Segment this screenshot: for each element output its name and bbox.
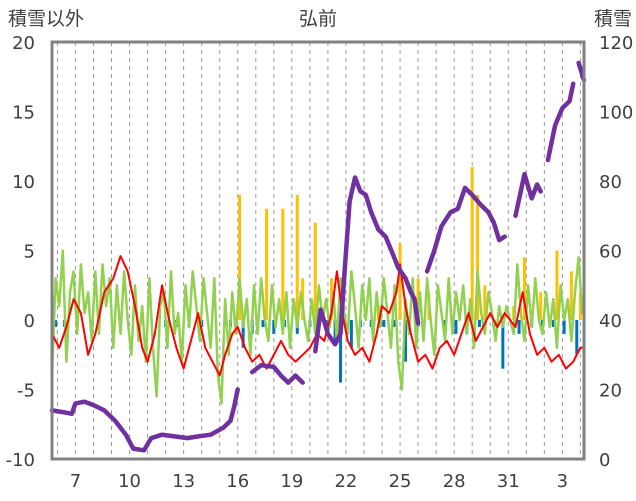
- sunshine-bar: [54, 320, 58, 327]
- precipitation-bar: [470, 167, 474, 320]
- sunshine-bar: [575, 320, 579, 355]
- right-tick-label: 80: [599, 172, 622, 193]
- snow-depth-line: [424, 185, 507, 274]
- precipitation-bar: [295, 194, 299, 320]
- left-tick-label: 0: [24, 311, 35, 332]
- sunshine-bar: [454, 320, 458, 334]
- left-tick-label: 20: [12, 33, 35, 54]
- vertical-gridlines: [56, 42, 581, 459]
- precipitation-bar: [569, 271, 573, 320]
- left-tick-label: 10: [12, 172, 35, 193]
- snow-depth-line: [513, 171, 543, 218]
- sunshine-bar: [551, 320, 555, 327]
- sunshine-bar: [382, 320, 386, 327]
- precipitation-bar: [313, 222, 317, 320]
- temperature-line: [51, 255, 584, 377]
- snow-depth-series: [49, 60, 587, 453]
- precipitation-bar: [416, 278, 420, 320]
- precipitation-bar: [398, 243, 402, 320]
- right-tick-label: 120: [599, 33, 633, 54]
- precipitation-bar: [522, 257, 526, 320]
- sunshine-bar: [339, 320, 343, 383]
- x-tick-label: 7: [70, 471, 81, 492]
- precipitation-bar: [476, 194, 480, 320]
- x-tick-label: 16: [226, 471, 249, 492]
- precipitation-bar: [578, 292, 582, 320]
- x-tick-label: 10: [118, 471, 141, 492]
- sunshine-bar: [403, 320, 407, 362]
- right-axis-title: 積雪: [594, 8, 632, 30]
- precipitation-bar: [265, 208, 269, 320]
- temperature-series: [51, 255, 584, 377]
- x-tick-label: 13: [172, 471, 195, 492]
- right-y-ticks: 120 100 80 60 40 20 0: [599, 33, 633, 471]
- snow-depth-line: [313, 175, 421, 354]
- left-tick-label: 15: [12, 103, 35, 124]
- sunshine-bar: [241, 320, 245, 348]
- right-tick-label: 40: [599, 311, 622, 332]
- right-tick-label: 100: [599, 103, 633, 124]
- right-tick-label: 20: [599, 381, 622, 402]
- sunshine-bar: [393, 320, 397, 327]
- sunshine-bar: [562, 320, 566, 334]
- precipitation-bar: [483, 285, 487, 320]
- sunshine-bar: [261, 320, 265, 327]
- x-tick-labels: 7 10 13 16 19 22 25 28 31 3: [70, 471, 568, 492]
- snow-depth-line: [49, 387, 240, 453]
- left-y-ticks: 20 15 10 5 0 -5 -10: [6, 33, 35, 471]
- x-tick-label: 28: [443, 471, 466, 492]
- sunshine-bar: [501, 320, 505, 369]
- chart-title: 弘前: [299, 8, 337, 30]
- precipitation-bar: [281, 208, 285, 320]
- snow-depth-line: [249, 362, 305, 385]
- x-tick-label: 3: [557, 471, 568, 492]
- wind-line: [50, 249, 586, 405]
- precipitation-bar: [238, 194, 242, 320]
- plot-frame: [50, 40, 586, 461]
- right-tick-label: 0: [599, 450, 610, 471]
- x-tick-label: 22: [334, 471, 357, 492]
- right-tick-label: 60: [599, 242, 622, 263]
- snow-depth-line: [545, 81, 576, 163]
- x-tick-label: 19: [280, 471, 303, 492]
- left-tick-label: 5: [24, 242, 35, 263]
- sunshine-bar: [349, 320, 353, 348]
- left-tick-label: -10: [6, 450, 35, 471]
- sunshine-bar: [477, 320, 481, 327]
- x-tick-label: 25: [389, 471, 412, 492]
- sunshine-bar: [517, 320, 521, 334]
- precipitation-bar: [539, 292, 543, 320]
- left-tick-label: -5: [17, 381, 35, 402]
- x-tick-label: 31: [497, 471, 520, 492]
- left-axis-title: 積雪以外: [8, 8, 84, 30]
- sunshine-bar: [272, 320, 276, 334]
- wind-series: [50, 249, 586, 405]
- precipitation-bar: [555, 250, 559, 320]
